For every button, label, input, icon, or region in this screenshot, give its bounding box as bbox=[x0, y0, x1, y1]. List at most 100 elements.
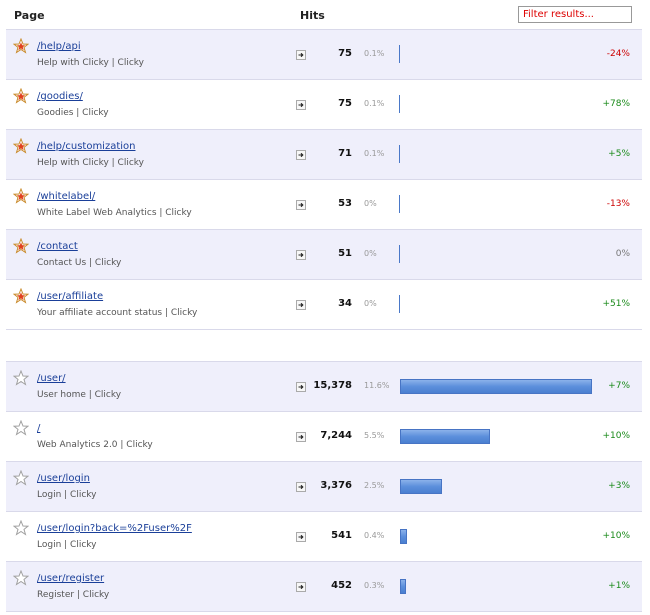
change-percent: +7% bbox=[608, 381, 630, 391]
star-filled-icon[interactable] bbox=[12, 137, 30, 154]
star-outline-icon[interactable] bbox=[12, 419, 30, 436]
star-outline-icon[interactable] bbox=[12, 519, 30, 536]
pinned-pages-list: /help/api Help with Clicky | Clicky 75 0.1%… bbox=[6, 29, 642, 330]
page-path-link[interactable]: /help/customization bbox=[37, 141, 136, 152]
hits-bar bbox=[399, 45, 400, 63]
hits-bar bbox=[400, 429, 490, 444]
page-path-link[interactable]: /user/affiliate bbox=[37, 291, 104, 302]
external-link-icon[interactable] bbox=[296, 482, 306, 492]
page-path-link[interactable]: /goodies/ bbox=[37, 91, 83, 102]
page-path-link[interactable]: /help/api bbox=[37, 41, 81, 52]
change-percent: +3% bbox=[608, 481, 630, 491]
table-row: /help/api Help with Clicky | Clicky 75 0.1%… bbox=[6, 30, 642, 80]
external-link-icon[interactable] bbox=[296, 382, 306, 392]
page-path-link[interactable]: / bbox=[37, 423, 41, 434]
star-filled-icon[interactable] bbox=[12, 87, 30, 104]
hits-percent: 0.1% bbox=[364, 49, 385, 58]
page-title: Goodies | Clicky bbox=[37, 108, 109, 118]
star-outline-icon[interactable] bbox=[12, 369, 30, 386]
table-header: Page Hits bbox=[0, 0, 650, 30]
external-link-icon[interactable] bbox=[296, 300, 306, 310]
hits-percent: 0% bbox=[364, 249, 377, 258]
star-filled-icon[interactable] bbox=[12, 187, 30, 204]
hits-bar bbox=[399, 195, 400, 213]
external-link-icon[interactable] bbox=[296, 582, 306, 592]
star-outline-icon[interactable] bbox=[12, 569, 30, 586]
hits-count: 34 bbox=[338, 298, 352, 309]
hits-percent: 0% bbox=[364, 199, 377, 208]
star-filled-icon[interactable] bbox=[12, 287, 30, 304]
page-path-link[interactable]: /user/register bbox=[37, 573, 105, 584]
hits-bar bbox=[399, 145, 400, 163]
hits-bar bbox=[399, 295, 400, 313]
external-link-icon[interactable] bbox=[296, 432, 306, 442]
table-row: /user/login?back=%2Fuser%2F Login | Click… bbox=[6, 512, 642, 562]
hits-bar bbox=[399, 95, 400, 113]
hits-column-header: Hits bbox=[300, 9, 325, 22]
table-row: /user/User home | Clicky 15,378 11.6% +7% bbox=[6, 362, 642, 412]
hits-percent: 11.6% bbox=[364, 381, 390, 390]
page-path-link[interactable]: /user/ bbox=[37, 373, 66, 384]
page-title: Your affiliate account status | Clicky bbox=[37, 308, 198, 318]
hits-count: 71 bbox=[338, 148, 352, 159]
page-column-header: Page bbox=[14, 9, 45, 22]
hits-count: 51 bbox=[338, 248, 352, 259]
hits-percent: 5.5% bbox=[364, 431, 385, 440]
external-link-icon[interactable] bbox=[296, 50, 306, 60]
change-percent: +1% bbox=[608, 581, 630, 591]
hits-percent: 0.1% bbox=[364, 99, 385, 108]
hits-count: 3,376 bbox=[320, 480, 352, 491]
hits-bar bbox=[400, 529, 407, 544]
hits-count: 541 bbox=[331, 530, 352, 541]
change-percent: +78% bbox=[602, 99, 630, 109]
page-path-link[interactable]: /contact bbox=[37, 241, 78, 252]
star-filled-icon[interactable] bbox=[12, 37, 30, 54]
page-path-link[interactable]: /user/login bbox=[37, 473, 90, 484]
table-row: /user/register Register | Clicky 452 0.3% +1… bbox=[6, 562, 642, 612]
change-percent: -13% bbox=[606, 199, 630, 209]
hits-count: 75 bbox=[338, 98, 352, 109]
page-path-link[interactable]: /whitelabel/ bbox=[37, 191, 96, 202]
hits-percent: 0.3% bbox=[364, 581, 385, 590]
external-link-icon[interactable] bbox=[296, 532, 306, 542]
filter-results-input[interactable] bbox=[518, 6, 632, 23]
star-filled-icon[interactable] bbox=[12, 237, 30, 254]
top-pages-list: /user/User home | Clicky 15,378 11.6% +7% / W… bbox=[6, 361, 642, 612]
hits-bar bbox=[399, 245, 400, 263]
table-row: /contact Contact Us | Clicky 51 0% 0% bbox=[6, 230, 642, 280]
hits-percent: 0.4% bbox=[364, 531, 385, 540]
change-percent: +51% bbox=[602, 299, 630, 309]
hits-percent: 0.1% bbox=[364, 149, 385, 158]
external-link-icon[interactable] bbox=[296, 150, 306, 160]
external-link-icon[interactable] bbox=[296, 250, 306, 260]
hits-count: 452 bbox=[331, 580, 352, 591]
external-link-icon[interactable] bbox=[296, 100, 306, 110]
page-title: Contact Us | Clicky bbox=[37, 258, 122, 268]
hits-percent: 2.5% bbox=[364, 481, 385, 490]
hits-bar bbox=[400, 379, 592, 394]
table-row: /user/login Login | Clicky 3,376 2.5% +3% bbox=[6, 462, 642, 512]
hits-count: 15,378 bbox=[313, 380, 352, 391]
change-percent: +10% bbox=[602, 431, 630, 441]
page-title: User home | Clicky bbox=[37, 390, 122, 400]
change-percent: +5% bbox=[608, 149, 630, 159]
hits-count: 7,244 bbox=[320, 430, 352, 441]
external-link-icon[interactable] bbox=[296, 200, 306, 210]
table-row: /help/customization Help with Clicky | Cl… bbox=[6, 130, 642, 180]
hits-bar bbox=[400, 479, 442, 494]
change-percent: -24% bbox=[606, 49, 630, 59]
table-row: /goodies/Goodies | Clicky 75 0.1% +78% bbox=[6, 80, 642, 130]
change-percent: +10% bbox=[602, 531, 630, 541]
page-title: Help with Clicky | Clicky bbox=[37, 158, 144, 168]
page-path-link[interactable]: /user/login?back=%2Fuser%2F bbox=[37, 523, 192, 534]
page-title: Login | Clicky bbox=[37, 540, 97, 550]
star-outline-icon[interactable] bbox=[12, 469, 30, 486]
table-row: /whitelabel/White Label Web Analytics | … bbox=[6, 180, 642, 230]
page-title: White Label Web Analytics | Clicky bbox=[37, 208, 192, 218]
table-row: / Web Analytics 2.0 | Clicky 7,244 5.5% +10% bbox=[6, 412, 642, 462]
hits-percent: 0% bbox=[364, 299, 377, 308]
page-title: Login | Clicky bbox=[37, 490, 97, 500]
page-title: Help with Clicky | Clicky bbox=[37, 58, 144, 68]
page-title: Register | Clicky bbox=[37, 590, 110, 600]
hits-bar bbox=[400, 579, 406, 594]
